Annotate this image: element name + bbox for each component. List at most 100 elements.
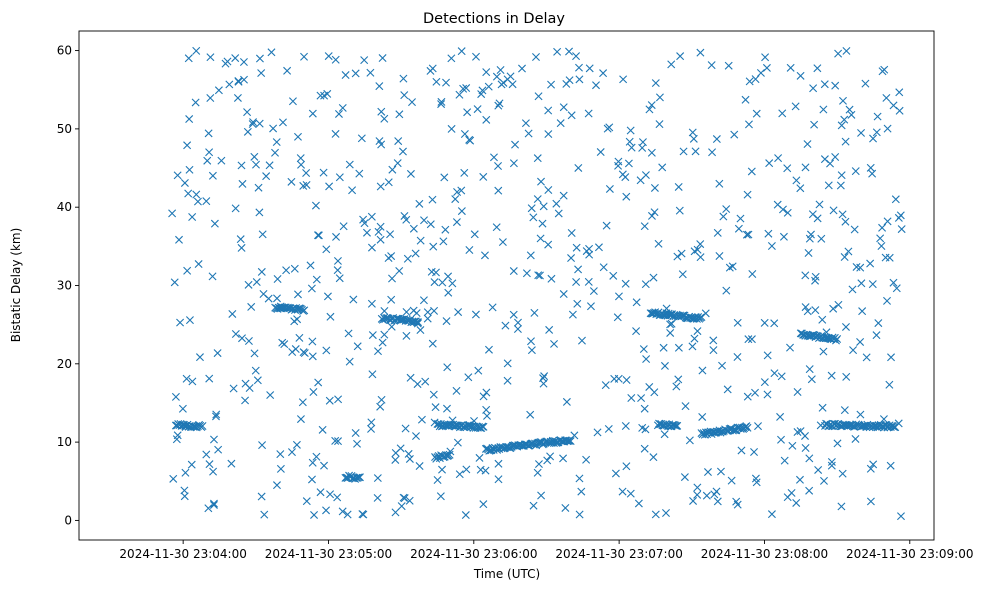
data-point — [641, 280, 650, 289]
data-point — [254, 183, 263, 192]
data-point — [734, 224, 743, 233]
data-point — [554, 209, 563, 218]
data-point — [168, 209, 177, 218]
data-point — [552, 199, 561, 208]
data-point — [728, 262, 737, 271]
data-point — [409, 224, 418, 233]
data-point — [763, 390, 772, 399]
data-point — [599, 69, 608, 78]
data-point — [667, 319, 676, 328]
data-point — [293, 290, 302, 299]
data-point — [496, 66, 505, 74]
data-point — [234, 77, 243, 86]
data-point — [429, 242, 438, 251]
data-point — [320, 461, 329, 470]
data-point — [397, 502, 406, 511]
data-point — [411, 432, 420, 441]
data-point — [837, 171, 846, 180]
data-point — [173, 171, 182, 180]
data-point — [426, 220, 435, 229]
data-point — [577, 336, 586, 345]
data-point — [453, 438, 462, 447]
y-tick-label: 20 — [57, 357, 72, 371]
data-point — [367, 212, 376, 221]
data-point — [613, 313, 622, 322]
data-point — [388, 165, 397, 174]
data-point — [459, 423, 468, 432]
data-point — [829, 304, 838, 313]
data-point — [819, 347, 828, 356]
data-point — [494, 475, 503, 484]
data-point — [776, 412, 785, 421]
data-point — [237, 161, 246, 170]
data-point — [334, 109, 343, 118]
data-point — [539, 202, 548, 211]
data-point — [536, 234, 545, 243]
data-point — [566, 437, 575, 446]
data-point — [521, 119, 530, 128]
data-point — [355, 473, 364, 482]
data-point — [849, 346, 858, 355]
data-point — [889, 101, 898, 110]
data-point — [376, 402, 385, 411]
data-point — [868, 169, 877, 178]
data-point — [744, 120, 753, 129]
data-point — [856, 410, 865, 419]
data-point — [820, 476, 828, 485]
data-point — [827, 457, 836, 466]
data-point — [796, 427, 805, 436]
data-point — [858, 307, 867, 316]
data-point — [885, 253, 894, 262]
data-point — [537, 491, 546, 500]
data-point — [476, 465, 485, 474]
data-point — [464, 373, 473, 382]
data-point — [169, 474, 178, 483]
data-point — [655, 120, 664, 129]
data-point — [426, 66, 435, 75]
data-point — [375, 82, 384, 91]
data-point — [527, 204, 536, 213]
data-point — [236, 235, 245, 244]
data-point — [299, 181, 308, 190]
data-point — [672, 422, 681, 431]
data-point — [647, 211, 656, 220]
data-point — [693, 245, 702, 254]
data-point — [247, 302, 256, 311]
data-point — [866, 259, 875, 268]
data-point — [353, 439, 362, 448]
data-point — [544, 130, 553, 139]
data-point — [209, 467, 218, 476]
data-points — [168, 46, 906, 521]
data-point — [805, 486, 814, 495]
data-point — [869, 134, 878, 143]
data-point — [184, 189, 193, 198]
data-point — [896, 512, 905, 521]
data-point — [391, 508, 400, 517]
data-point — [395, 110, 404, 119]
data-point — [228, 309, 237, 318]
data-point — [278, 338, 287, 347]
data-point — [231, 330, 240, 338]
data-point — [792, 176, 801, 185]
data-point — [416, 236, 425, 245]
data-point — [582, 455, 591, 464]
data-point — [442, 78, 451, 87]
data-point — [544, 106, 553, 115]
data-point — [856, 263, 865, 272]
data-point — [397, 315, 406, 324]
data-point — [322, 245, 331, 254]
data-point — [266, 391, 275, 400]
data-point — [322, 506, 331, 515]
data-point — [638, 143, 647, 152]
data-point — [444, 288, 453, 297]
data-point — [796, 71, 805, 80]
data-point — [312, 452, 321, 461]
data-point — [300, 349, 309, 358]
data-point — [202, 450, 211, 459]
data-point — [751, 388, 760, 397]
data-point — [801, 303, 810, 312]
data-point — [827, 371, 836, 380]
data-point — [622, 192, 631, 201]
data-point — [804, 248, 813, 257]
data-point — [384, 178, 393, 187]
